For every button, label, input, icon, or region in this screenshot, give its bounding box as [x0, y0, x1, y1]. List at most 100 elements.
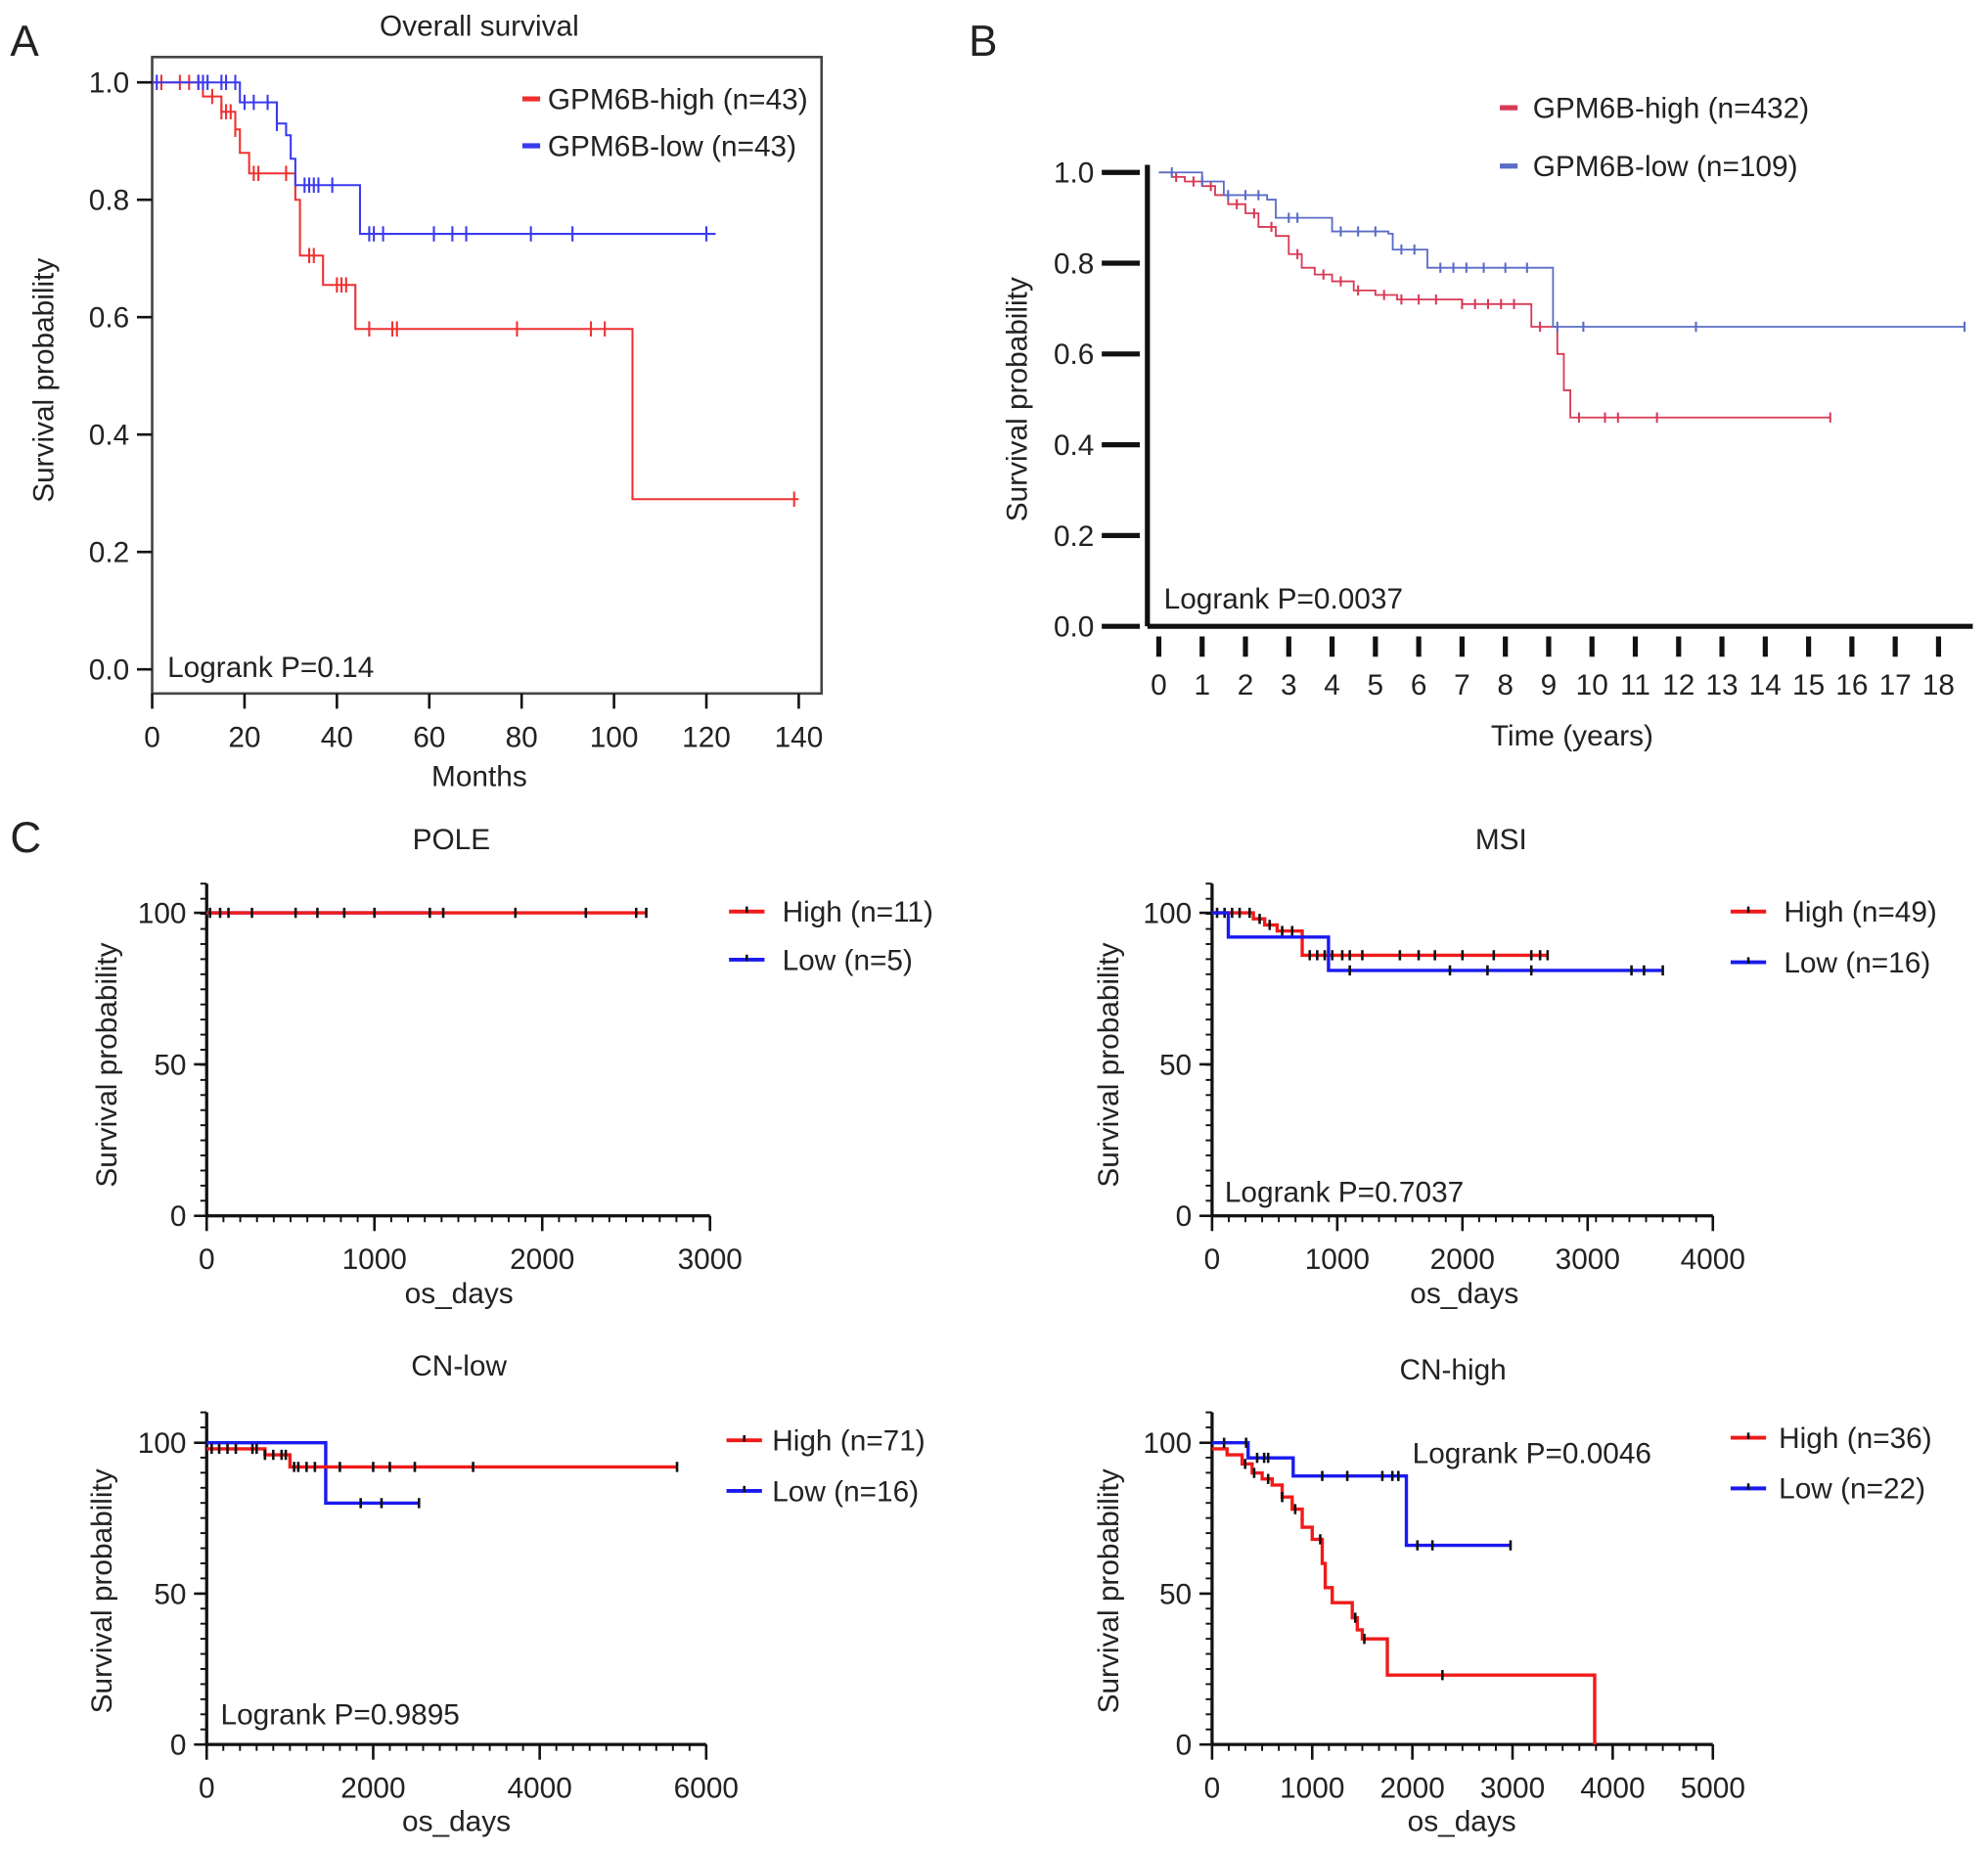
chart-panel-b: B0.00.20.40.60.81.00 1 2 3 4 5 6 7 8 9 10 11 12 13 14 1…	[969, 18, 1973, 752]
panel-label: A	[10, 18, 39, 66]
y-tick-label: 100	[138, 897, 187, 929]
y-tick-label: 1.0	[89, 68, 129, 100]
x-tick-label: 4000	[507, 1773, 571, 1805]
x-tick-label: 80	[506, 721, 538, 753]
survival-curve-low	[206, 1441, 420, 1506]
x-tick-label: 2000	[1379, 1773, 1444, 1805]
y-tick-label: 0.8	[89, 185, 129, 217]
survival-curve-high	[1158, 171, 1830, 419]
x-tick-label: 6	[1411, 669, 1427, 701]
legend-label: Low (n=16)	[772, 1475, 919, 1508]
chart-title: CN-high	[1399, 1354, 1506, 1386]
y-tick-label: 0	[170, 1200, 187, 1233]
survival-curve-low	[1211, 1441, 1511, 1548]
survival-curve-low	[152, 81, 716, 236]
x-tick-label: 17	[1879, 669, 1912, 701]
x-tick-label: 2000	[1430, 1243, 1495, 1276]
logrank-p-value: Logrank P=0.9895	[221, 1698, 460, 1731]
x-tick-label: 11	[1620, 669, 1650, 701]
x-tick-label: 2000	[510, 1243, 574, 1276]
survival-curve-high	[1211, 911, 1548, 958]
logrank-p-value: Logrank P=0.0046	[1413, 1437, 1651, 1469]
y-axis-label: Survival probability	[91, 942, 123, 1187]
x-tick-label: 4000	[1681, 1243, 1745, 1276]
x-tick-label: 3000	[1480, 1773, 1545, 1805]
logrank-p-value: Logrank P=0.0037	[1164, 583, 1403, 615]
y-tick-label: 0.2	[89, 537, 129, 569]
x-tick-label: 16	[1835, 669, 1868, 701]
y-axis-label: Survival probability	[1002, 277, 1034, 521]
legend-label: High (n=71)	[772, 1424, 926, 1457]
legend-label: GPM6B-low (n=109)	[1533, 151, 1798, 183]
legend-label: GPM6B-high (n=432)	[1533, 93, 1809, 125]
survival-curve-low	[1211, 911, 1663, 972]
y-tick-label: 50	[154, 1049, 186, 1081]
y-axis-label: Survival probability	[1093, 942, 1125, 1187]
x-tick-label: 0	[1204, 1773, 1221, 1805]
legend-label: GPM6B-high (n=43)	[548, 83, 808, 115]
x-tick-label: 100	[590, 721, 639, 753]
y-tick-label: 100	[1143, 897, 1192, 929]
panel-label: C	[10, 814, 41, 862]
x-tick-label: 3	[1281, 669, 1297, 701]
x-tick-label: 2	[1238, 669, 1254, 701]
x-tick-label: 1000	[1305, 1243, 1370, 1276]
x-axis-label: os_days	[405, 1278, 514, 1310]
y-tick-label: 50	[1159, 1049, 1192, 1081]
y-tick-label: 0.0	[89, 655, 129, 687]
x-tick-label: 3000	[678, 1243, 743, 1276]
legend-label: High (n=36)	[1779, 1422, 1932, 1455]
x-tick-label: 13	[1705, 669, 1738, 701]
x-tick-label: 4	[1324, 669, 1340, 701]
x-tick-label: 8	[1497, 669, 1514, 701]
y-tick-label: 0.6	[1054, 339, 1094, 371]
y-tick-label: 0	[1176, 1200, 1193, 1233]
x-tick-label: 0	[199, 1243, 215, 1276]
x-tick-label: 40	[321, 721, 353, 753]
y-tick-label: 100	[1143, 1427, 1192, 1460]
x-axis-label: os_days	[1408, 1805, 1516, 1837]
x-tick-label: 3000	[1556, 1243, 1620, 1276]
y-tick-label: 100	[138, 1427, 187, 1460]
y-tick-label: 0	[170, 1730, 187, 1762]
x-tick-label: 20	[228, 721, 260, 753]
survival-curve-high	[206, 1447, 678, 1469]
x-axis-label: Months	[431, 760, 527, 792]
x-tick-label: 0	[1204, 1243, 1221, 1276]
y-tick-label: 0.4	[89, 420, 129, 452]
x-tick-label: 60	[413, 721, 445, 753]
x-tick-label: 4000	[1580, 1773, 1645, 1805]
x-tick-label: 1000	[342, 1243, 407, 1276]
y-tick-label: 1.0	[1054, 158, 1094, 190]
chart-title: POLE	[413, 824, 491, 856]
x-tick-label: 2000	[340, 1773, 405, 1805]
plot-frame	[151, 56, 824, 696]
legend-label: Low (n=5)	[783, 944, 913, 976]
x-tick-label: 14	[1749, 669, 1782, 701]
x-tick-label: 6000	[674, 1773, 739, 1805]
x-tick-label: 9	[1541, 669, 1558, 701]
x-tick-label: 0	[144, 721, 160, 753]
y-tick-label: 0.8	[1054, 248, 1094, 280]
x-tick-label: 12	[1662, 669, 1694, 701]
x-tick-label: 5000	[1681, 1773, 1745, 1805]
logrank-p-value: Logrank P=0.7037	[1225, 1177, 1464, 1209]
x-tick-label: 120	[682, 721, 731, 753]
chart-title: Overall survival	[380, 10, 579, 42]
chart-title: CN-low	[411, 1350, 507, 1382]
x-tick-label: 0	[199, 1773, 215, 1805]
y-tick-label: 0.6	[89, 302, 129, 335]
y-tick-label: 0.0	[1054, 611, 1094, 644]
y-axis-label: Survival probability	[1093, 1468, 1125, 1713]
y-tick-label: 50	[1159, 1578, 1192, 1610]
legend-label: High (n=49)	[1784, 896, 1937, 928]
x-tick-label: 10	[1576, 669, 1608, 701]
x-axis-label: os_days	[402, 1805, 511, 1837]
survival-curve-low	[1158, 171, 1965, 328]
legend-label: High (n=11)	[783, 896, 933, 928]
x-tick-label: 140	[775, 721, 824, 753]
y-tick-label: 0.4	[1054, 429, 1094, 462]
